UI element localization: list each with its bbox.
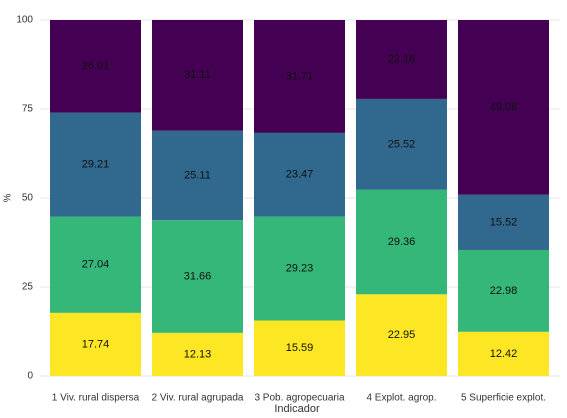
- x-tick-label: 1 Viv. rural dispersa: [52, 393, 140, 404]
- bar-segment: [458, 249, 549, 332]
- value-label: 17.74: [82, 338, 110, 350]
- value-label: 15.59: [286, 342, 314, 354]
- value-label: 15.52: [490, 216, 518, 228]
- x-tick-label: 3 Pob. agropecuaria: [254, 393, 345, 404]
- bar-segment: [458, 331, 549, 376]
- bar-segment: [152, 332, 243, 376]
- bar-segment: [254, 216, 345, 321]
- value-label: 22.16: [388, 53, 416, 65]
- value-label: 26.01: [82, 60, 110, 72]
- bar-segment: [50, 312, 141, 376]
- value-label: 22.95: [388, 329, 416, 341]
- bar-segment: [50, 216, 141, 313]
- value-label: 29.36: [388, 236, 416, 248]
- bar-segment: [356, 98, 447, 190]
- y-tick-label: 0: [27, 371, 33, 382]
- value-label: 31.66: [184, 270, 212, 282]
- bar-segment: [254, 320, 345, 376]
- y-tick-label: 25: [22, 282, 34, 293]
- x-axis-label: Indicador: [274, 403, 320, 415]
- bar-segment: [458, 20, 549, 195]
- bar-segment: [356, 20, 447, 99]
- value-label: 49.08: [490, 101, 518, 113]
- y-axis-label: %: [3, 193, 14, 202]
- bar-segment: [152, 130, 243, 221]
- value-label: 12.13: [184, 348, 212, 360]
- value-label: 23.47: [286, 169, 314, 181]
- value-label: 31.71: [286, 70, 314, 82]
- value-label: 29.23: [286, 262, 314, 274]
- value-label: 27.04: [82, 259, 110, 271]
- x-tick-label: 4 Explot. agrop.: [366, 393, 436, 404]
- y-tick-label: 50: [22, 193, 34, 204]
- value-label: 25.11: [184, 169, 211, 181]
- bar-segment: [152, 19, 243, 131]
- bar-segment: [254, 20, 345, 133]
- x-tick-label: 5 Superficie explot.: [461, 393, 546, 404]
- bar-segment: [254, 132, 345, 217]
- value-label: 31.11: [184, 69, 211, 81]
- bar-segment: [50, 112, 141, 217]
- value-label: 25.52: [388, 138, 416, 150]
- bar-segment: [50, 20, 141, 113]
- value-label: 29.21: [82, 158, 110, 170]
- value-label: 22.98: [490, 285, 518, 297]
- value-label: 12.42: [490, 348, 518, 360]
- bar-segment: [458, 194, 549, 250]
- y-tick-label: 75: [22, 104, 34, 115]
- bar-segment: [356, 189, 447, 295]
- x-tick-label: 2 Viv. rural agrupada: [152, 393, 244, 404]
- bar-segment: [152, 220, 243, 333]
- bar-segment: [356, 294, 447, 376]
- y-tick-label: 100: [16, 15, 33, 26]
